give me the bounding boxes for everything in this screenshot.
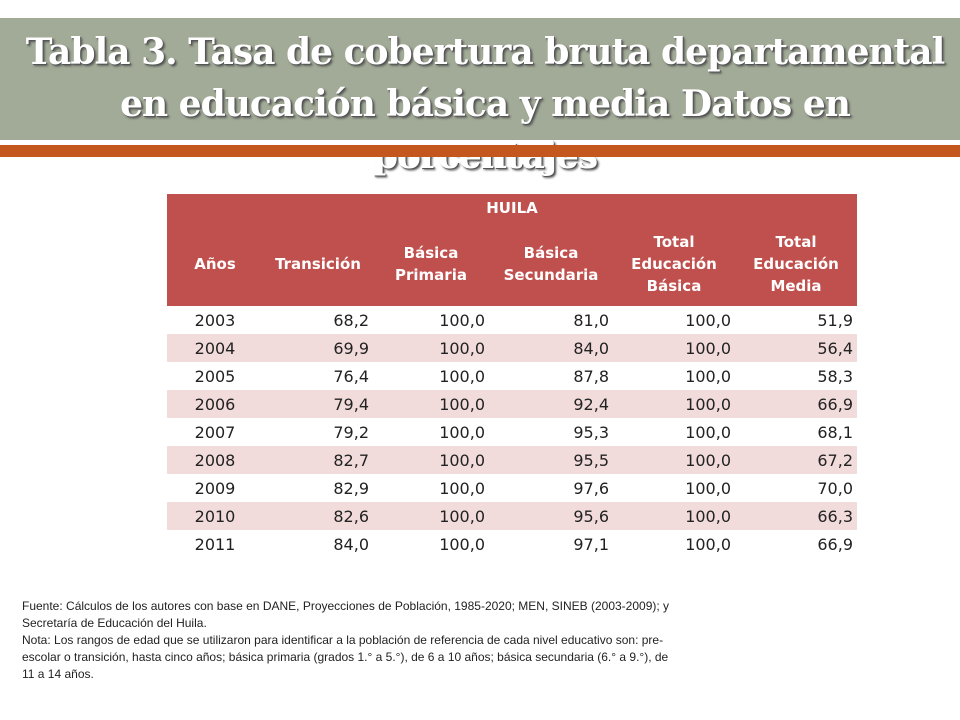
value-cell: 76,4 [263,362,373,390]
value-cell: 84,0 [489,334,613,362]
value-cell: 84,0 [263,530,373,558]
value-cell: 66,9 [735,390,857,418]
value-cell: 66,9 [735,530,857,558]
year-cell: 2010 [167,502,263,530]
value-cell: 100,0 [373,502,489,530]
title-bar [0,18,960,140]
year-cell: 2005 [167,362,263,390]
value-cell: 97,1 [489,530,613,558]
value-cell: 100,0 [613,390,735,418]
table-row: 2010 82,6 100,0 95,6 100,0 66,3 [167,502,857,530]
value-cell: 81,0 [489,306,613,334]
value-cell: 82,7 [263,446,373,474]
accent-bar [0,145,960,157]
value-cell: 100,0 [373,334,489,362]
value-cell: 56,4 [735,334,857,362]
year-cell: 2007 [167,418,263,446]
method-note: Nota: Los rangos de edad que se utilizar… [22,633,669,681]
table-row: 2003 68,2 100,0 81,0 100,0 51,9 [167,306,857,334]
year-cell: 2003 [167,306,263,334]
value-cell: 100,0 [613,446,735,474]
value-cell: 66,3 [735,502,857,530]
column-header-row: Años Transición Básica Primaria Básica Secu… [167,222,857,306]
value-cell: 82,6 [263,502,373,530]
table-row: 2011 84,0 100,0 97,1 100,0 66,9 [167,530,857,558]
table-row: 2005 76,4 100,0 87,8 100,0 58,3 [167,362,857,390]
value-cell: 79,4 [263,390,373,418]
value-cell: 82,9 [263,474,373,502]
year-cell: 2004 [167,334,263,362]
year-cell: 2008 [167,446,263,474]
value-cell: 100,0 [613,362,735,390]
value-cell: 51,9 [735,306,857,334]
value-cell: 100,0 [613,530,735,558]
value-cell: 70,0 [735,474,857,502]
column-header: Básica Secundaria [489,222,613,306]
value-cell: 100,0 [613,418,735,446]
table-row: 2008 82,7 100,0 95,5 100,0 67,2 [167,446,857,474]
coverage-table: HUILA Años Transición Básica Primaria Básic… [167,194,857,558]
value-cell: 92,4 [489,390,613,418]
table-row: 2007 79,2 100,0 95,3 100,0 68,1 [167,418,857,446]
value-cell: 100,0 [373,474,489,502]
footnotes: Fuente: Cálculos de los autores con base… [22,598,682,683]
value-cell: 95,6 [489,502,613,530]
value-cell: 95,3 [489,418,613,446]
slide-title: Tabla 3. Tasa de cobertura bruta departa… [25,31,946,177]
column-header: Total Educación Básica [613,222,735,306]
value-cell: 100,0 [373,390,489,418]
column-header: Básica Primaria [373,222,489,306]
value-cell: 100,0 [613,502,735,530]
value-cell: 100,0 [613,334,735,362]
value-cell: 100,0 [373,306,489,334]
value-cell: 87,8 [489,362,613,390]
value-cell: 79,2 [263,418,373,446]
year-cell: 2009 [167,474,263,502]
column-header: Total Educación Media [735,222,857,306]
value-cell: 69,9 [263,334,373,362]
value-cell: 58,3 [735,362,857,390]
value-cell: 100,0 [613,474,735,502]
value-cell: 97,6 [489,474,613,502]
table-row: 2006 79,4 100,0 92,4 100,0 66,9 [167,390,857,418]
value-cell: 100,0 [373,446,489,474]
table-row: 2004 69,9 100,0 84,0 100,0 56,4 [167,334,857,362]
column-header: Años [167,222,263,306]
value-cell: 100,0 [373,362,489,390]
value-cell: 100,0 [373,530,489,558]
value-cell: 100,0 [373,418,489,446]
group-header: HUILA [167,194,857,222]
value-cell: 68,1 [735,418,857,446]
value-cell: 67,2 [735,446,857,474]
source-note: Fuente: Cálculos de los autores con base… [22,599,670,630]
year-cell: 2011 [167,530,263,558]
table-row: 2009 82,9 100,0 97,6 100,0 70,0 [167,474,857,502]
column-header: Transición [263,222,373,306]
table-body: 2003 68,2 100,0 81,0 100,0 51,9 2004 69,9 100,0 8… [167,306,857,558]
year-cell: 2006 [167,390,263,418]
value-cell: 100,0 [613,306,735,334]
value-cell: 68,2 [263,306,373,334]
value-cell: 95,5 [489,446,613,474]
